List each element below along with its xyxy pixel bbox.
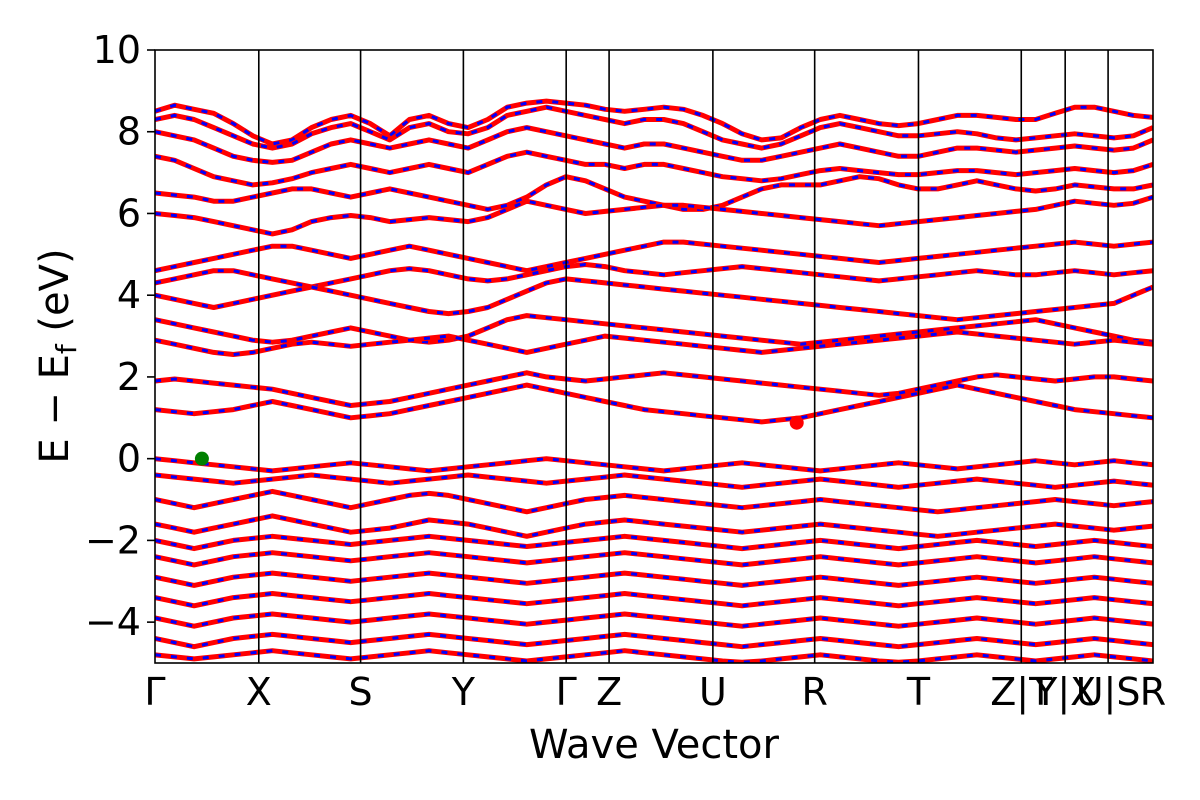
y-axis-label-unit: (eV) — [32, 248, 78, 344]
kpoint-label-7: U — [699, 670, 727, 714]
band-6-solid — [155, 194, 1153, 237]
bands-layer — [155, 98, 1153, 663]
kpoint-label-6: Z — [596, 670, 622, 714]
ytick-label-7: 8 — [117, 110, 141, 154]
extremum-marker-2 — [789, 415, 804, 430]
band-7-solid — [155, 239, 1153, 274]
band-14-dashed — [155, 457, 1153, 473]
band-2-dashed — [155, 105, 1153, 150]
y-ticks: −4 −2 0 2 4 6 8 10 — [85, 28, 155, 644]
plot-frame — [154, 49, 1154, 664]
band-17-dashed — [155, 514, 1153, 538]
ytick-label-6: 6 — [117, 191, 141, 235]
band-4-dashed — [155, 150, 1153, 187]
band-11-solid — [155, 329, 1153, 357]
y-axis-label-main: E − E — [32, 354, 78, 464]
kpoint-label-11: Y|X — [1033, 670, 1096, 715]
kpoint-label-10: Z|T — [990, 670, 1053, 715]
band-16-solid — [155, 488, 1153, 515]
kpoint-label-13: R — [1140, 670, 1166, 714]
y-axis-label: E − Ef (eV) — [32, 248, 83, 463]
band-22-solid — [155, 611, 1153, 629]
kpoint-label-1: Γ — [144, 670, 165, 714]
band-3-dashed — [155, 126, 1153, 164]
band-10-solid — [155, 313, 1153, 347]
ytick-label-8: 10 — [93, 28, 141, 72]
band-18-solid — [155, 533, 1153, 552]
band-17-solid — [155, 513, 1153, 539]
ytick-label-1: −4 — [85, 600, 141, 644]
kpoint-label-12: U|S — [1076, 670, 1141, 715]
band-19-dashed — [155, 551, 1153, 567]
band-5-dashed — [155, 175, 1153, 211]
band-13-dashed — [155, 383, 1153, 424]
y-axis-label-sub: f — [50, 343, 83, 354]
kpoint-lines — [257, 50, 1109, 663]
band-13-solid — [155, 382, 1153, 425]
band-21-solid — [155, 591, 1153, 609]
extremum-marker-1 — [194, 451, 209, 466]
x-ticks: Γ X S Y Γ Z U R T Z|TY|XU|S R — [144, 670, 1166, 715]
band-21-dashed — [155, 591, 1153, 608]
band-1-dashed — [155, 99, 1153, 146]
ytick-label-3: 0 — [117, 437, 141, 481]
band-22-dashed — [155, 612, 1153, 628]
kpoint-label-9: T — [906, 670, 931, 714]
kpoint-label-5: Γ — [556, 670, 577, 714]
ytick-label-4: 2 — [117, 355, 141, 399]
ytick-label-2: −2 — [85, 518, 141, 562]
band-23-dashed — [155, 632, 1153, 649]
kpoint-label-2: X — [246, 670, 272, 714]
band-24-dashed — [155, 649, 1153, 663]
band-20-dashed — [155, 571, 1153, 587]
kpoint-label-3: S — [349, 670, 373, 714]
kpoint-label-8: R — [801, 670, 827, 714]
band-18-dashed — [155, 534, 1153, 551]
x-axis-label: Wave Vector — [529, 722, 780, 768]
band-15-dashed — [155, 473, 1153, 489]
band-19-solid — [155, 550, 1153, 568]
band-16-dashed — [155, 489, 1153, 514]
band-23-solid — [155, 631, 1153, 650]
band-8-solid — [155, 262, 1153, 290]
band-20-solid — [155, 570, 1153, 588]
kpoint-label-4: Y — [451, 670, 476, 714]
band-12-solid — [155, 370, 1153, 408]
ytick-label-5: 4 — [117, 273, 141, 317]
markers-layer — [194, 415, 804, 466]
band-9-solid — [155, 276, 1153, 323]
